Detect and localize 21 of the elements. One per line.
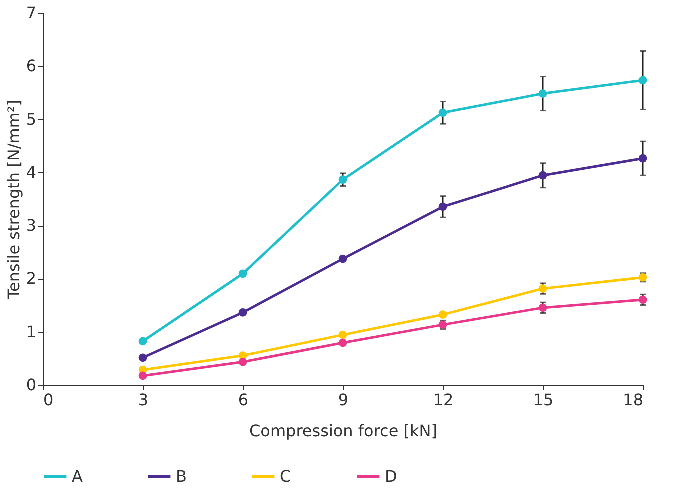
y-tick-label: 5: [26, 110, 36, 129]
x-tick-label: 9: [338, 390, 349, 410]
y-tick-label: 4: [26, 162, 36, 182]
x-tick-label: 12: [433, 390, 454, 410]
legend-label: B: [176, 466, 187, 486]
y-tick-label: 2: [26, 269, 36, 288]
x-tick-label: 18: [623, 390, 644, 410]
y-tick-label: 0: [26, 376, 36, 394]
x-axis-title: Compression force [kN]: [250, 422, 438, 440]
x-tick-label: 3: [138, 390, 149, 410]
x-tick-label: 15: [533, 390, 554, 410]
y-tick-label: 6: [26, 56, 36, 76]
legend-label: A: [72, 466, 83, 486]
y-tick-label: 7: [26, 4, 36, 22]
y-tick-label: 1: [26, 322, 36, 342]
legend-label: D: [385, 466, 398, 486]
y-axis-title: Tensile strength [N/mm²]: [4, 100, 24, 300]
x-tick-label: 6: [238, 390, 249, 410]
y-tick-label: 3: [26, 216, 36, 236]
legend-label: C: [280, 466, 292, 486]
x-tick-label: 0: [44, 390, 54, 410]
